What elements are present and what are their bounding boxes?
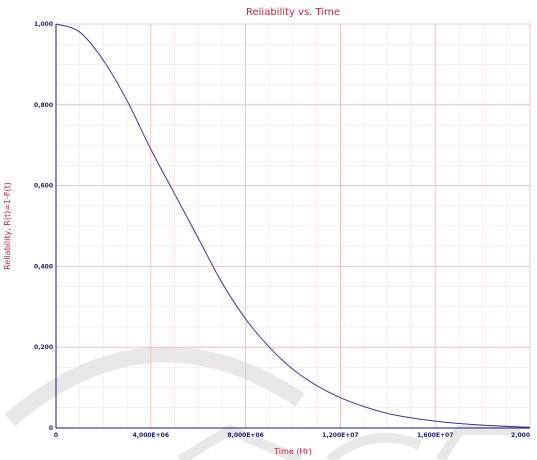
series-line [55,23,531,428]
x-tick-label: 4,000E+06 [133,432,169,439]
watermark [4,346,520,460]
y-tick-label: 1,000 [34,21,53,28]
x-axis-label: Time (Hr) [273,447,312,456]
y-tick-labels: 0 0,200 0,400 0,600 0,800 1,000 [34,21,53,432]
x-tick-label: 2,000 [511,432,530,439]
x-tick-label: 1,200E+07 [322,432,358,439]
x-tick-label: 1,600E+07 [417,432,453,439]
y-axis-label: Reliability, R(t)=1-F(t) [3,182,12,270]
x-tick-label: 0 [54,432,58,439]
y-tick-label: 0 [49,425,53,432]
chart-title: Reliability vs. Time [246,7,340,18]
x-tick-label: 8,000E+06 [227,432,263,439]
y-tick-label: 0,400 [34,263,53,270]
x-tick-labels: 0 4,000E+06 8,000E+06 1,200E+07 1,600E+07 2,0… [54,432,530,439]
y-tick-label: 0,600 [34,183,53,190]
y-tick-label: 0,200 [34,344,53,351]
y-tick-label: 0,800 [34,102,53,109]
grid-minor [56,24,530,428]
